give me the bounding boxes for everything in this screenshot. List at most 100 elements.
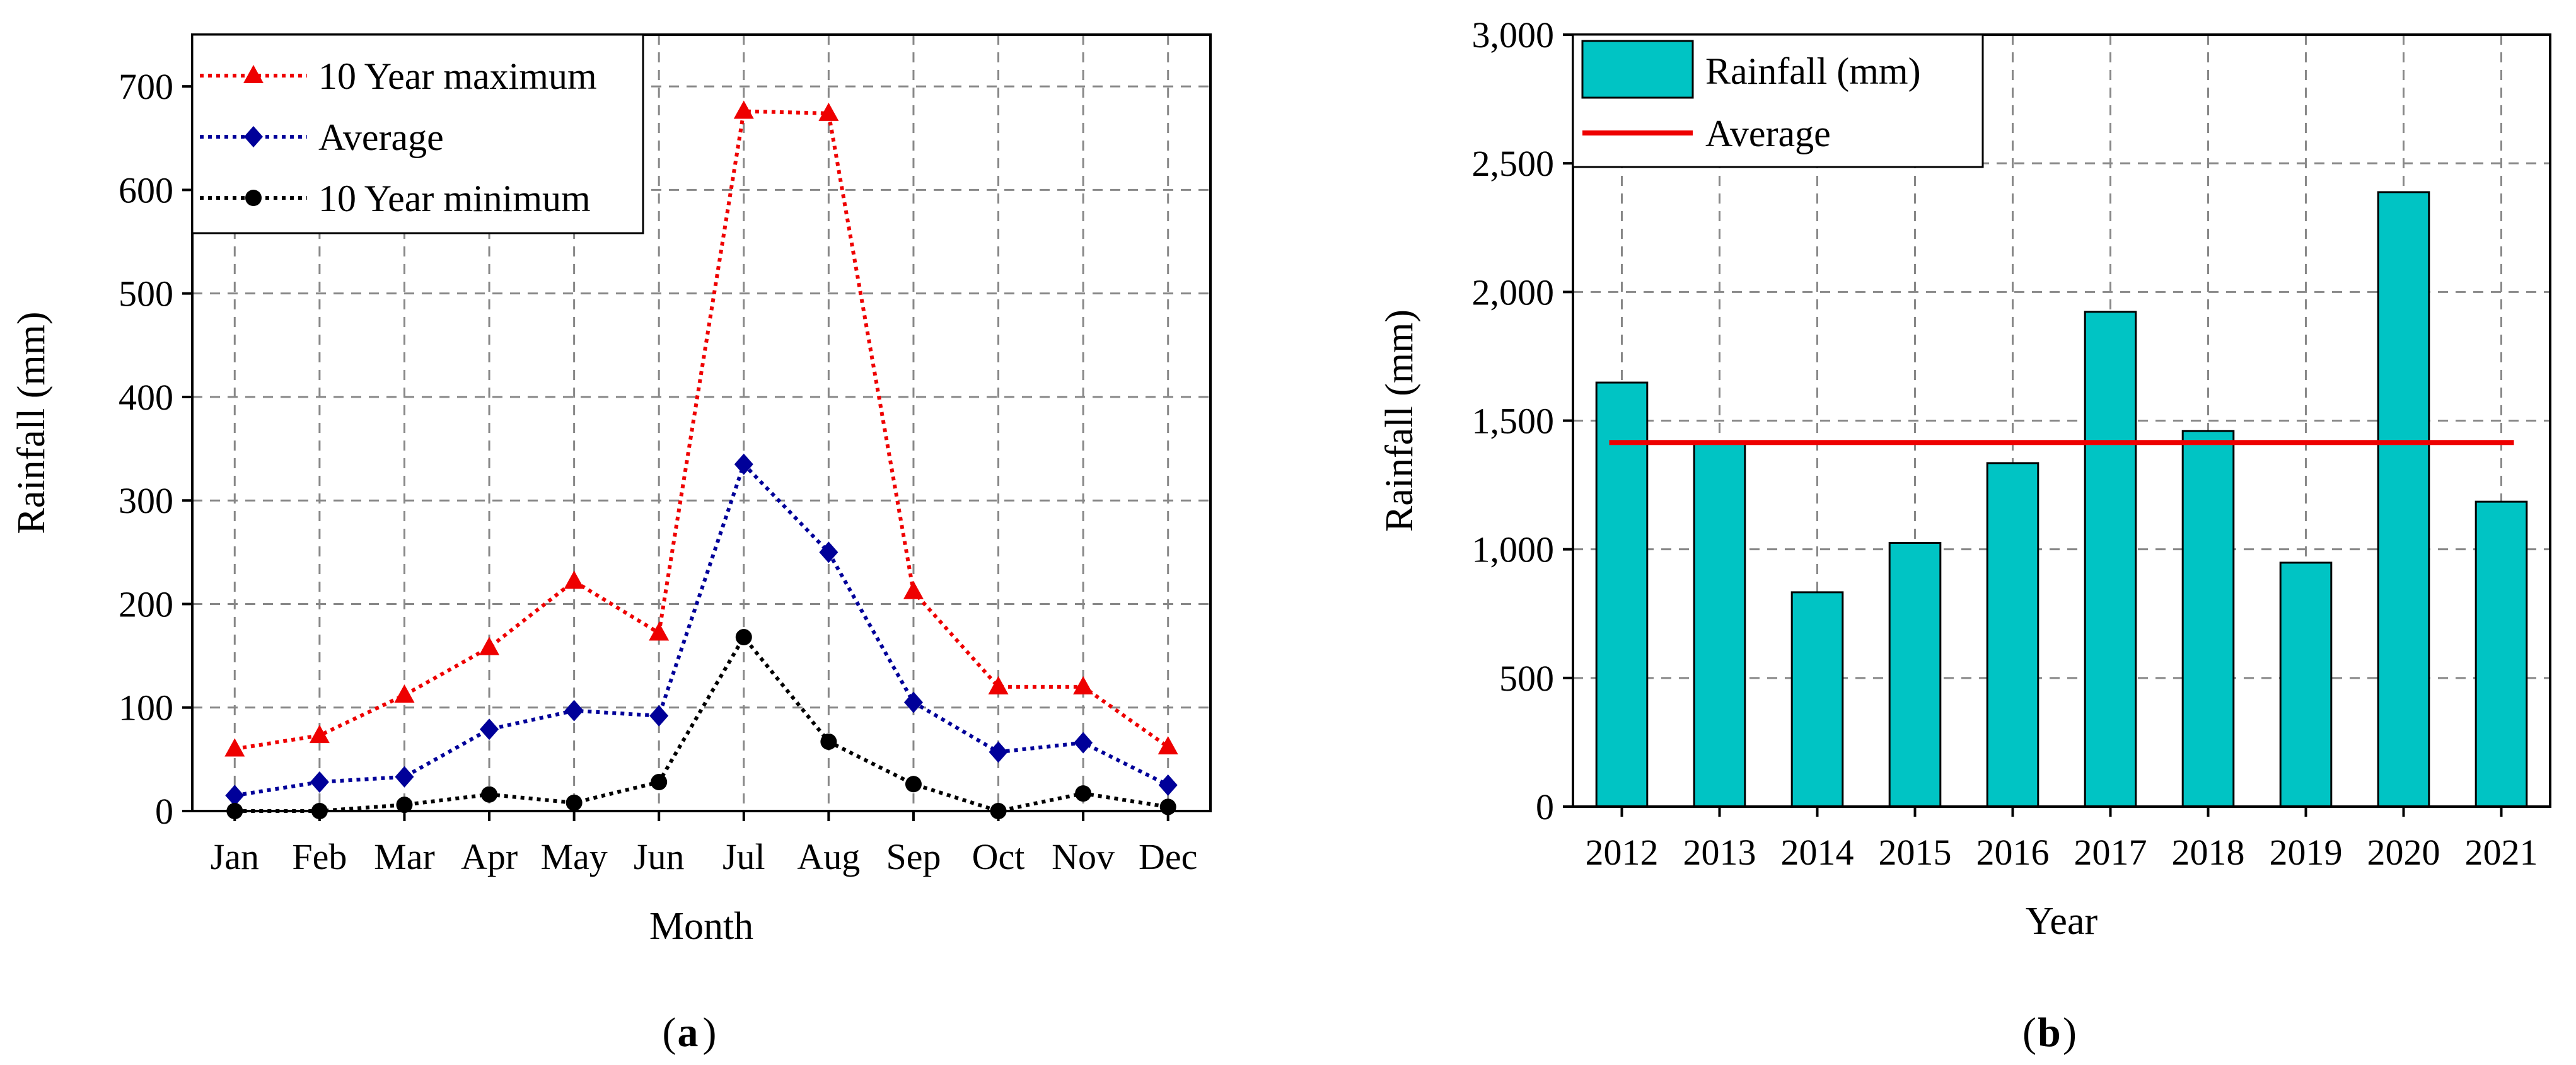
x-axis-label: Month: [649, 905, 753, 948]
data-point: [649, 705, 669, 727]
series-line: [234, 109, 1169, 751]
legend-label: Average: [1705, 113, 1831, 154]
y-tick-label: 200: [119, 584, 173, 625]
bar: [2279, 561, 2333, 808]
y-tick-label: 400: [119, 377, 173, 418]
data-point: [649, 622, 670, 641]
x-tick-label: Aug: [797, 836, 860, 877]
data-point: [819, 541, 838, 563]
data-point: [480, 718, 499, 740]
x-tick-label: Jun: [634, 836, 685, 877]
y-tick-label: 700: [119, 66, 173, 107]
y-tick-label: 1,500: [1472, 401, 1555, 442]
series-line: [234, 461, 1169, 798]
legend-label: 10 Year maximum: [318, 55, 597, 97]
legend-box: [191, 33, 644, 234]
data-point: [225, 785, 245, 807]
caption-open-paren: (: [2022, 1010, 2036, 1056]
data-point: [395, 766, 414, 788]
y-tick-label: 300: [119, 480, 173, 521]
data-point: [903, 691, 923, 713]
data-point: [1075, 785, 1092, 802]
bar: [2084, 311, 2137, 808]
data-point: [990, 803, 1007, 819]
y-tick-label: 3,000: [1472, 14, 1555, 55]
data-point: [818, 102, 839, 121]
x-tick-label: 2020: [2367, 832, 2440, 873]
y-tick-label: 100: [119, 688, 173, 728]
data-point: [651, 774, 668, 791]
caption-label: a: [678, 1010, 699, 1056]
x-tick-label: Mar: [374, 836, 435, 877]
x-tick-label: 2013: [1683, 832, 1756, 873]
legend-label: Average: [318, 117, 444, 158]
legend-marker: [243, 65, 264, 83]
y-tick-label: 1,000: [1472, 529, 1555, 570]
data-point: [1074, 732, 1093, 754]
x-tick-label: 2016: [1976, 832, 2050, 873]
data-point: [309, 725, 330, 744]
x-tick-label: Apr: [461, 836, 518, 877]
data-point: [988, 676, 1009, 694]
bar: [1693, 440, 1746, 808]
legend-marker: [244, 126, 263, 147]
x-tick-label: Nov: [1052, 836, 1115, 877]
x-tick-label: 2017: [2074, 832, 2147, 873]
bar: [1888, 541, 1942, 808]
y-tick-label: 600: [119, 170, 173, 210]
data-point: [1157, 736, 1178, 755]
y-tick-label: 0: [1536, 786, 1554, 827]
legend-label: 10 Year minimum: [318, 178, 591, 219]
x-tick-label: May: [540, 836, 607, 877]
x-tick-label: 2019: [2270, 832, 2343, 873]
plot-frame: [191, 33, 1212, 812]
bar: [1595, 381, 1649, 808]
caption-open-paren: (: [663, 1010, 676, 1056]
data-point: [479, 636, 500, 655]
data-point: [224, 738, 245, 757]
legend-marker: [245, 190, 262, 206]
y-axis-label: Rainfall (mm): [10, 312, 53, 534]
y-tick-label: 500: [119, 273, 173, 314]
data-point: [311, 803, 328, 819]
data-point: [1159, 798, 1176, 815]
data-point: [733, 100, 754, 119]
x-tick-label: Dec: [1139, 836, 1197, 877]
bar: [2181, 430, 2235, 808]
bar: [1986, 462, 2039, 808]
panel-a-line-chart: 0 100 200 300 400 500 600 700 Jan Feb Mar Apr May Jun…: [10, 33, 1212, 1056]
data-point: [903, 580, 924, 599]
x-tick-label: 2012: [1586, 832, 1659, 873]
legend-swatch: [1581, 40, 1694, 99]
x-tick-label: Oct: [972, 836, 1025, 877]
bar: [2474, 500, 2528, 808]
x-tick-label: 2018: [2172, 832, 2245, 873]
data-point: [1073, 676, 1094, 694]
y-tick-label: 2,000: [1472, 272, 1555, 313]
caption-close-paren: ): [2063, 1010, 2077, 1056]
series-line: [235, 633, 1169, 814]
data-point: [735, 629, 752, 646]
y-axis-label: Rainfall (mm): [1378, 309, 1421, 532]
legend-label: Rainfall (mm): [1705, 50, 1921, 92]
y-tick-label: 2,500: [1472, 143, 1555, 184]
y-tick-label: 500: [1499, 658, 1554, 699]
data-point: [310, 771, 329, 793]
data-point: [564, 699, 584, 722]
panel-b-bar-chart: 0 500 1,000 1,500 2,000 2,500 3,000 2012 2013 201…: [1378, 14, 2551, 1056]
data-point: [820, 733, 837, 750]
y-tick-label: 0: [155, 791, 173, 832]
data-point: [394, 684, 415, 703]
data-point: [1158, 774, 1178, 796]
x-tick-label: 2015: [1879, 832, 1952, 873]
x-tick-label: Sep: [886, 836, 941, 877]
x-tick-label: Jul: [722, 836, 765, 877]
x-tick-label: Jan: [211, 836, 259, 877]
x-tick-label: 2014: [1781, 832, 1854, 873]
caption-close-paren: ): [703, 1010, 717, 1056]
data-point: [396, 797, 413, 814]
data-point: [734, 453, 753, 475]
bar: [1790, 591, 1844, 808]
caption-label: b: [2038, 1010, 2061, 1056]
